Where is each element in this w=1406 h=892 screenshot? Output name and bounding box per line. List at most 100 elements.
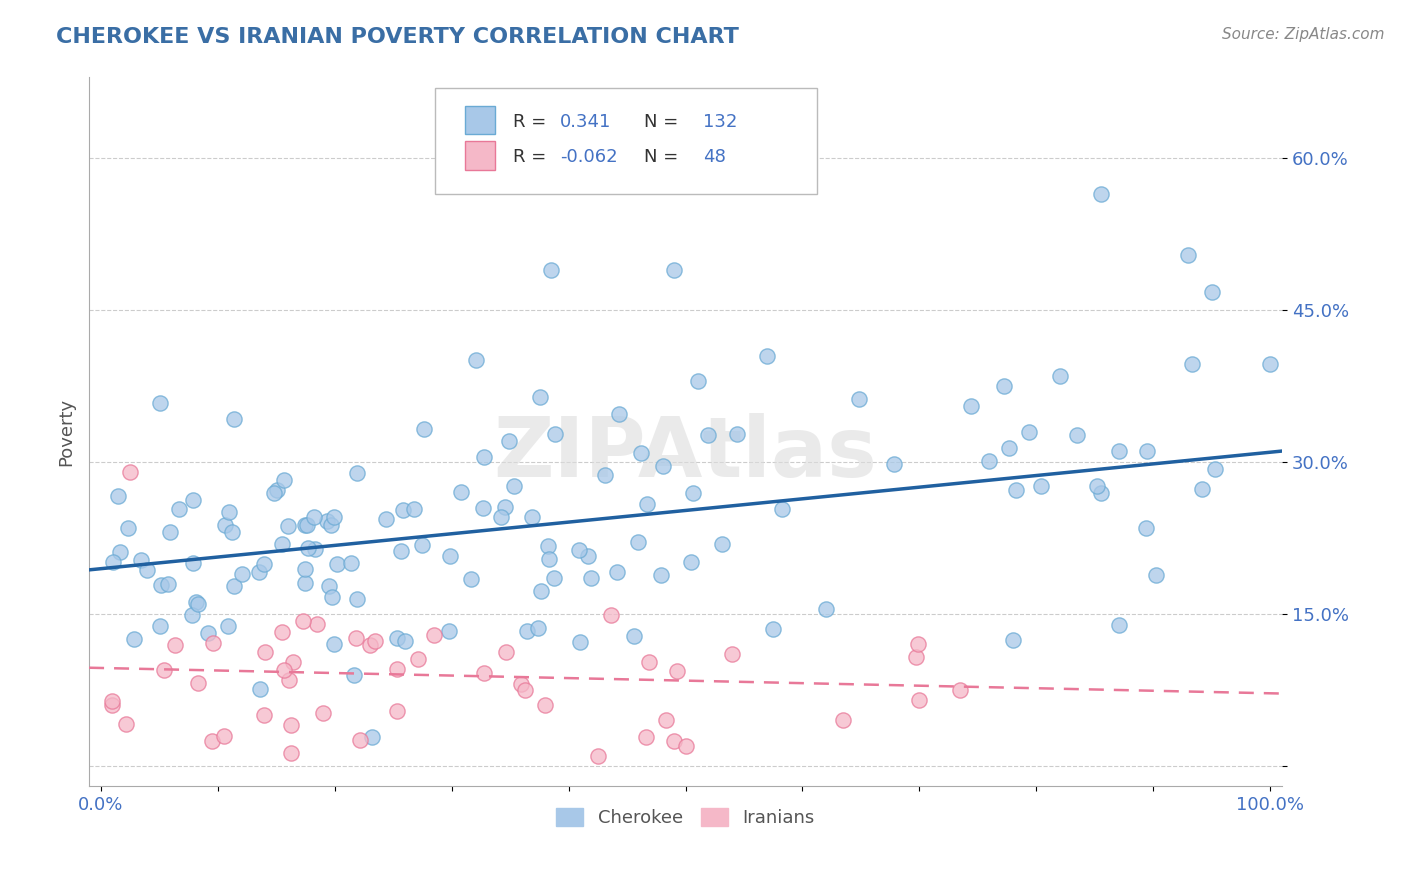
Cherokee bbox=[579, 571, 602, 585]
Cherokee bbox=[489, 509, 512, 524]
Iranians bbox=[101, 698, 124, 712]
Cherokee bbox=[326, 557, 349, 571]
Cherokee bbox=[1085, 479, 1108, 493]
Cherokee bbox=[543, 571, 565, 585]
Cherokee bbox=[630, 446, 652, 460]
Iranians bbox=[637, 655, 659, 669]
Text: CHEROKEE VS IRANIAN POVERTY CORRELATION CHART: CHEROKEE VS IRANIAN POVERTY CORRELATION … bbox=[56, 27, 740, 46]
Cherokee bbox=[253, 557, 276, 571]
Cherokee bbox=[1108, 618, 1130, 632]
Cherokee bbox=[122, 632, 145, 646]
Text: 48: 48 bbox=[703, 148, 727, 166]
Cherokee bbox=[977, 453, 1000, 467]
Cherokee bbox=[1005, 483, 1028, 497]
Cherokee bbox=[181, 493, 204, 508]
Cherokee bbox=[322, 637, 344, 651]
Cherokee bbox=[1108, 444, 1130, 458]
Cherokee bbox=[606, 565, 628, 579]
Cherokee bbox=[439, 624, 461, 639]
Cherokee bbox=[530, 584, 553, 599]
Cherokee bbox=[136, 563, 159, 577]
Iranians bbox=[307, 617, 329, 632]
Cherokee bbox=[529, 391, 551, 405]
Iranians bbox=[586, 749, 609, 764]
Iranians bbox=[163, 638, 186, 652]
Cherokee bbox=[167, 501, 190, 516]
Cherokee bbox=[652, 459, 675, 474]
Cherokee bbox=[682, 485, 704, 500]
Cherokee bbox=[1191, 482, 1213, 496]
Iranians bbox=[385, 662, 408, 676]
Cherokee bbox=[568, 634, 591, 648]
Cherokee bbox=[526, 621, 548, 635]
Cherokee bbox=[343, 667, 366, 681]
Legend: Cherokee, Iranians: Cherokee, Iranians bbox=[550, 800, 823, 834]
Cherokee bbox=[770, 502, 793, 516]
Cherokee bbox=[520, 510, 543, 524]
Cherokee bbox=[221, 524, 243, 539]
Cherokee bbox=[650, 567, 672, 582]
Cherokee bbox=[494, 500, 516, 514]
Cherokee bbox=[662, 263, 685, 277]
Cherokee bbox=[1001, 632, 1024, 647]
Iranians bbox=[201, 734, 224, 748]
Cherokee bbox=[1204, 462, 1226, 476]
Cherokee bbox=[187, 597, 209, 611]
Cherokee bbox=[294, 561, 316, 575]
Cherokee bbox=[222, 411, 245, 425]
Cherokee bbox=[623, 629, 645, 643]
Iranians bbox=[278, 673, 301, 687]
Iranians bbox=[101, 694, 124, 708]
Text: N =: N = bbox=[644, 113, 678, 131]
Cherokee bbox=[696, 428, 718, 442]
Cherokee bbox=[688, 374, 710, 388]
Cherokee bbox=[636, 497, 658, 511]
Cherokee bbox=[270, 537, 292, 551]
Cherokee bbox=[180, 608, 202, 623]
Cherokee bbox=[1181, 357, 1204, 371]
Cherokee bbox=[181, 556, 204, 570]
Cherokee bbox=[411, 538, 433, 552]
Cherokee bbox=[1018, 425, 1040, 440]
Cherokee bbox=[814, 602, 837, 616]
Cherokee bbox=[277, 519, 299, 533]
Text: 132: 132 bbox=[703, 113, 738, 131]
Iranians bbox=[349, 732, 371, 747]
Cherokee bbox=[108, 545, 131, 559]
Cherokee bbox=[101, 554, 124, 568]
Iranians bbox=[359, 638, 381, 652]
Cherokee bbox=[627, 535, 650, 549]
Iranians bbox=[831, 713, 853, 727]
Cherokee bbox=[391, 544, 413, 558]
Cherokee bbox=[1090, 486, 1112, 500]
Cherokee bbox=[323, 510, 346, 524]
Cherokee bbox=[302, 509, 325, 524]
Cherokee bbox=[472, 450, 495, 465]
Iranians bbox=[253, 645, 276, 659]
Iranians bbox=[312, 706, 335, 721]
Cherokee bbox=[1029, 478, 1052, 492]
Iranians bbox=[253, 707, 276, 722]
Iranians bbox=[655, 713, 678, 727]
Cherokee bbox=[294, 576, 316, 591]
Cherokee bbox=[540, 263, 562, 277]
FancyBboxPatch shape bbox=[434, 88, 817, 194]
Cherokee bbox=[295, 518, 318, 533]
Iranians bbox=[153, 663, 176, 677]
Cherokee bbox=[217, 619, 239, 633]
Cherokee bbox=[516, 624, 538, 638]
Cherokee bbox=[394, 634, 416, 648]
Iranians bbox=[720, 647, 742, 661]
Iranians bbox=[363, 633, 385, 648]
Text: Source: ZipAtlas.com: Source: ZipAtlas.com bbox=[1222, 27, 1385, 42]
Iranians bbox=[600, 608, 623, 623]
Iranians bbox=[202, 636, 225, 650]
Y-axis label: Poverty: Poverty bbox=[58, 398, 75, 466]
Cherokee bbox=[1135, 521, 1157, 535]
Cherokee bbox=[710, 537, 733, 551]
Text: ZIPAtlas: ZIPAtlas bbox=[494, 413, 877, 494]
Cherokee bbox=[149, 619, 172, 633]
Iranians bbox=[949, 683, 972, 698]
Cherokee bbox=[681, 555, 703, 569]
Cherokee bbox=[360, 730, 382, 744]
